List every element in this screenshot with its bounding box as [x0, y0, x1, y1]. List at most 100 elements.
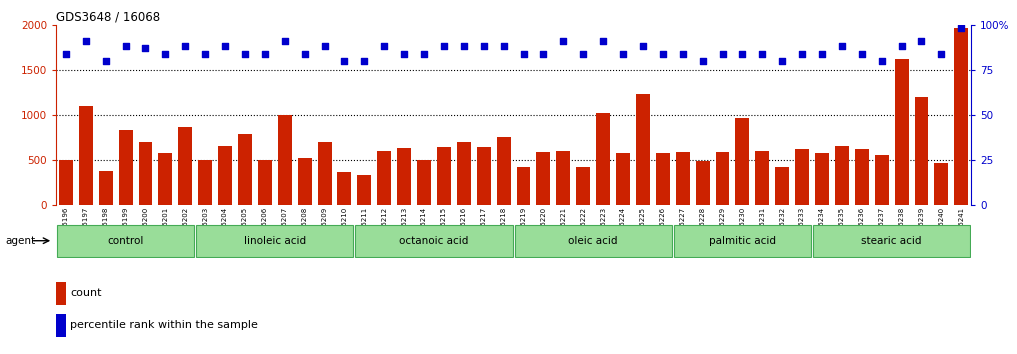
Point [794, 51, 811, 57]
Bar [398, 148, 411, 205]
Bar [835, 146, 849, 205]
Bar [59, 160, 73, 205]
Bar [457, 142, 471, 205]
Point [714, 51, 730, 57]
Bar [954, 28, 968, 205]
Bar [317, 142, 332, 205]
Point [934, 51, 950, 57]
Bar [79, 106, 93, 205]
Text: palmitic acid: palmitic acid [709, 236, 776, 246]
Bar [56, 282, 66, 305]
Point [774, 58, 790, 64]
Point [913, 38, 930, 44]
Point [436, 44, 453, 49]
Point [814, 51, 830, 57]
Bar [815, 153, 829, 205]
Point [853, 51, 870, 57]
Bar [278, 115, 292, 205]
Bar [656, 153, 670, 205]
Bar [437, 147, 451, 205]
Point [516, 51, 532, 57]
Bar [596, 113, 610, 205]
Text: control: control [108, 236, 143, 246]
FancyBboxPatch shape [674, 225, 812, 257]
Bar [238, 134, 252, 205]
Point [834, 44, 850, 49]
Point [117, 44, 133, 49]
Point [695, 58, 711, 64]
Bar [298, 158, 311, 205]
Bar [875, 155, 889, 205]
Bar [99, 171, 113, 205]
Point [217, 44, 233, 49]
Point [894, 44, 910, 49]
Bar [716, 152, 729, 205]
Bar [735, 118, 750, 205]
Point [555, 38, 572, 44]
Bar [935, 163, 949, 205]
Point [655, 51, 671, 57]
Bar [636, 94, 650, 205]
Point [615, 51, 632, 57]
Bar [537, 152, 550, 205]
FancyBboxPatch shape [57, 225, 194, 257]
Point [316, 44, 333, 49]
Text: linoleic acid: linoleic acid [244, 236, 306, 246]
Point [277, 38, 293, 44]
Point [416, 51, 432, 57]
Point [77, 38, 94, 44]
Bar [377, 151, 392, 205]
Point [177, 44, 193, 49]
Bar [914, 97, 929, 205]
Bar [696, 161, 710, 205]
Point [456, 44, 472, 49]
Bar [198, 160, 213, 205]
Bar [517, 166, 531, 205]
FancyBboxPatch shape [196, 225, 353, 257]
FancyBboxPatch shape [515, 225, 672, 257]
Text: agent: agent [5, 236, 36, 246]
Point [595, 38, 611, 44]
Bar [775, 167, 789, 205]
Bar [675, 152, 690, 205]
Point [158, 51, 174, 57]
Bar [477, 147, 491, 205]
Point [376, 44, 393, 49]
Bar [496, 137, 511, 205]
Bar [119, 130, 132, 205]
Bar [258, 160, 272, 205]
Point [734, 51, 751, 57]
Point [98, 58, 114, 64]
Bar [556, 151, 571, 205]
Bar [616, 153, 630, 205]
Point [495, 44, 512, 49]
Point [337, 58, 353, 64]
Text: count: count [70, 288, 102, 298]
Bar [417, 160, 431, 205]
Point [297, 51, 313, 57]
Point [674, 51, 691, 57]
Bar [338, 172, 352, 205]
Point [874, 58, 890, 64]
Bar [577, 166, 590, 205]
Bar [178, 127, 192, 205]
Bar [56, 314, 66, 337]
Point [755, 51, 771, 57]
Point [256, 51, 273, 57]
Point [356, 58, 372, 64]
Text: percentile rank within the sample: percentile rank within the sample [70, 320, 258, 330]
Point [237, 51, 253, 57]
Point [575, 51, 591, 57]
Point [197, 51, 214, 57]
Bar [895, 59, 908, 205]
Bar [855, 149, 869, 205]
Point [535, 51, 551, 57]
Text: octanoic acid: octanoic acid [400, 236, 469, 246]
Bar [138, 142, 153, 205]
Text: oleic acid: oleic acid [569, 236, 618, 246]
Point [635, 44, 651, 49]
Text: GDS3648 / 16068: GDS3648 / 16068 [56, 11, 160, 24]
Point [476, 44, 492, 49]
Point [396, 51, 412, 57]
Bar [357, 175, 371, 205]
